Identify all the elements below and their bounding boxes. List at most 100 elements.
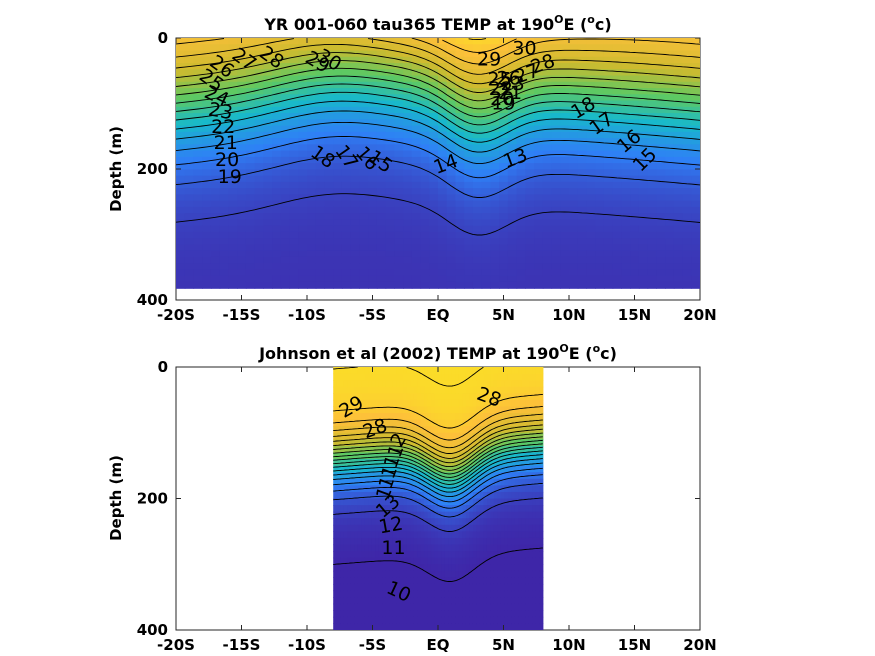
isotherm-22: [333, 432, 543, 468]
field-cell: [469, 485, 474, 493]
field-cell: [184, 125, 195, 133]
field-cell: [507, 524, 512, 532]
field-cell: [420, 175, 430, 183]
field-cell: [410, 564, 415, 572]
contour-label: 20: [490, 88, 514, 110]
field-cell: [673, 119, 684, 127]
field-cell: [448, 445, 453, 454]
field-cell: [389, 544, 394, 552]
field-cell: [364, 413, 369, 421]
contour-label: 22: [211, 116, 235, 138]
field-cell: [465, 413, 471, 421]
field-cell: [665, 244, 675, 252]
field-cell: [691, 88, 700, 95]
field-cell: [532, 445, 537, 454]
field-cell: [420, 269, 430, 277]
field-cell: [245, 194, 256, 202]
field-cell: [350, 175, 360, 183]
field-cell: [350, 590, 355, 598]
field-cell: [528, 406, 533, 414]
field-cell: [350, 544, 355, 552]
field-cell: [441, 367, 446, 375]
field-cell: [333, 518, 338, 526]
field-cell: [462, 564, 467, 572]
field-cell: [410, 393, 415, 401]
field-cell: [406, 564, 411, 572]
field-cell: [534, 113, 544, 120]
field-cell: [394, 169, 404, 177]
field-cell: [228, 169, 238, 177]
field-cell: [376, 88, 387, 95]
field-cell: [333, 426, 338, 434]
field-cell: [504, 472, 509, 480]
field-cell: [486, 590, 491, 598]
field-cell: [410, 544, 415, 552]
field-cell: [357, 472, 362, 480]
field-cell: [375, 367, 380, 375]
field-cell: [385, 485, 390, 493]
field-cell: [413, 564, 418, 572]
field-cell: [364, 551, 369, 559]
field-cell: [375, 505, 380, 513]
field-cell: [263, 163, 273, 170]
field-cell: [359, 275, 369, 283]
field-cell: [507, 131, 518, 139]
field-cell: [621, 200, 631, 208]
field-cell: [476, 478, 481, 486]
field-cell: [483, 564, 488, 572]
field-cell: [446, 156, 457, 164]
field-cell: [525, 156, 535, 164]
field-cell: [272, 106, 282, 114]
field-cell: [638, 219, 649, 227]
field-cell: [371, 623, 376, 630]
field-cell: [673, 163, 684, 170]
field-cell: [514, 491, 519, 500]
field-cell: [603, 131, 614, 139]
field-cell: [210, 275, 221, 283]
field-cell: [434, 537, 439, 546]
field-cell: [486, 386, 491, 394]
field-cell: [385, 590, 390, 598]
field-cell: [431, 386, 436, 394]
field-cell: [577, 38, 588, 45]
field-cell: [434, 380, 439, 388]
field-cell: [420, 213, 430, 221]
field-cell: [193, 81, 203, 89]
field-cell: [403, 590, 408, 598]
field-cell: [448, 597, 453, 605]
field-cell: [280, 81, 291, 89]
field-cell: [586, 56, 596, 64]
field-cell: [499, 181, 509, 189]
field-cell: [413, 386, 418, 394]
field-cell: [490, 413, 495, 421]
field-cell: [560, 44, 570, 52]
field-cell: [193, 250, 203, 258]
field-cell: [431, 498, 436, 506]
field-cell: [368, 367, 373, 375]
field-cell: [507, 472, 512, 480]
field-cell: [420, 570, 425, 578]
field-cell: [368, 131, 378, 139]
field-cell: [438, 44, 448, 52]
field-cell: [371, 485, 376, 493]
field-cell: [219, 88, 229, 95]
field-cell: [434, 478, 439, 486]
field-cell: [434, 544, 439, 552]
field-cell: [507, 256, 518, 264]
field-cell: [280, 169, 291, 177]
field-cell: [210, 281, 221, 289]
field-cell: [210, 38, 221, 45]
field-cell: [638, 131, 649, 139]
field-cell: [427, 491, 432, 500]
field-cell: [202, 181, 212, 189]
contour-label: 23: [501, 73, 525, 95]
field-cell: [462, 413, 467, 421]
field-cell: [245, 131, 256, 139]
field-cell: [382, 393, 387, 401]
field-cell: [673, 263, 684, 271]
field-cell: [280, 269, 291, 277]
field-cell: [511, 413, 516, 421]
field-cell: [434, 426, 439, 434]
field-cell: [341, 206, 352, 214]
field-cell: [411, 69, 422, 77]
